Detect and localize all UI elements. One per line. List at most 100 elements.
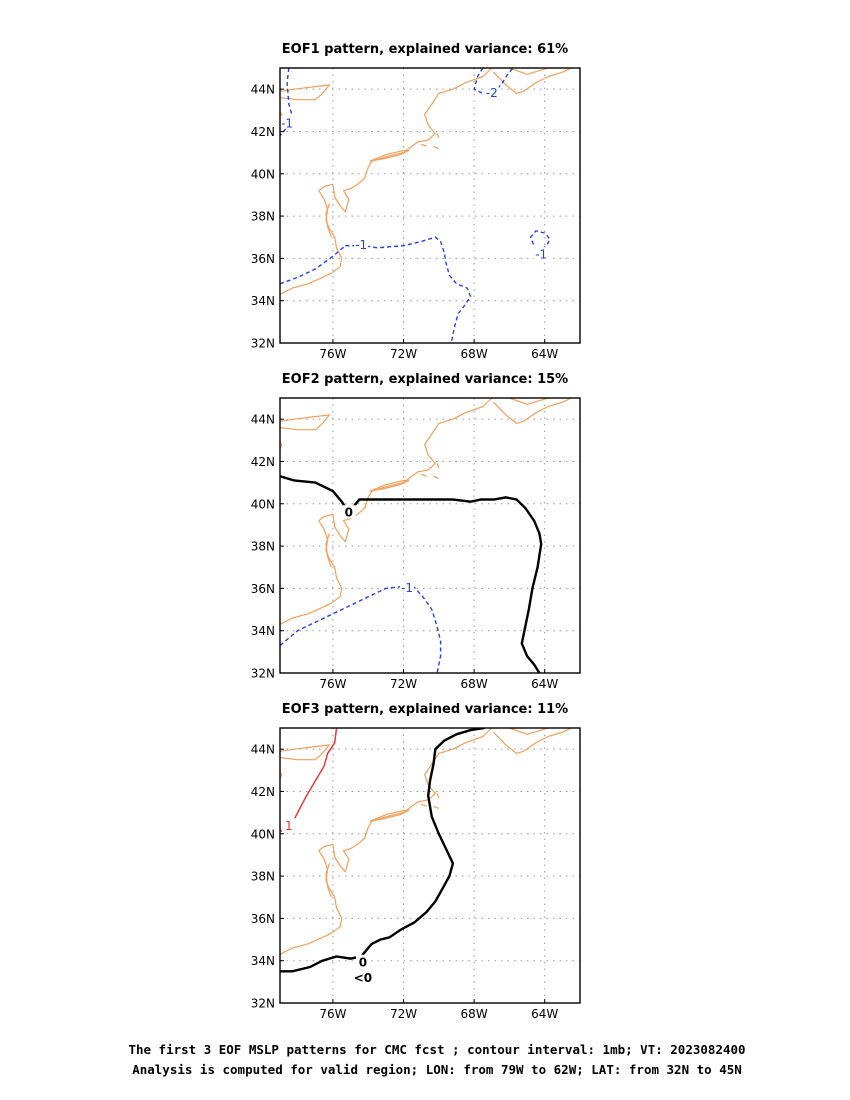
contour-label: -2 <box>486 86 498 100</box>
contour-label: 1 <box>285 819 293 833</box>
contour-line <box>280 68 294 137</box>
y-tick-label: 40N <box>251 827 275 841</box>
contour-label-bg <box>341 505 356 519</box>
map-area: 0 -1 <box>280 398 580 673</box>
coastline <box>420 143 427 147</box>
coastline <box>493 68 572 95</box>
y-tick-label: 40N <box>251 497 275 511</box>
footer-line-1: The first 3 EOF MSLP patterns for CMC fc… <box>128 1042 745 1057</box>
coastline <box>433 805 440 809</box>
coastline <box>280 84 330 101</box>
x-tick-label: 64W <box>531 677 558 691</box>
coastline <box>325 863 332 898</box>
coastline <box>436 463 440 469</box>
y-tick-label: 32N <box>251 337 275 351</box>
eof2-title: EOF2 pattern, explained variance: 15% <box>282 372 568 387</box>
contour-line <box>280 245 346 285</box>
contour-label: 0 <box>359 955 367 969</box>
eof3-panel: EOF3 pattern, explained variance: 11% 0 1… <box>251 702 581 1021</box>
contour-label-bg <box>484 85 499 99</box>
contour-label-bg <box>534 247 549 261</box>
coastline <box>369 809 410 822</box>
contour-line <box>345 236 472 343</box>
y-tick-label: 36N <box>251 912 275 926</box>
x-tick-label: 64W <box>531 347 558 361</box>
x-tick-label: 72W <box>390 1007 417 1021</box>
x-tick-label: 76W <box>319 677 346 691</box>
map-frame <box>279 397 581 674</box>
coastline <box>436 793 440 799</box>
y-tick-label: 38N <box>251 210 275 224</box>
contour-label-bg <box>355 954 370 968</box>
contour-line <box>280 728 485 973</box>
footer-line-2: Analysis is computed for valid region; L… <box>132 1062 742 1077</box>
coastline <box>369 479 410 492</box>
coastline <box>433 475 440 479</box>
map-frame <box>279 727 581 1004</box>
coastline <box>493 398 572 424</box>
y-tick-label: 44N <box>251 413 275 427</box>
contour-label: -1 <box>401 581 413 595</box>
coastline <box>436 133 440 139</box>
y-tick-label: 38N <box>251 540 275 554</box>
y-tick-label: 44N <box>251 743 275 757</box>
y-tick-label: 34N <box>251 624 275 638</box>
contour-label-bg <box>400 580 415 594</box>
map-area: 0 1 <0 <box>280 728 580 1003</box>
eof2-panel: EOF2 pattern, explained variance: 15% 0 -… <box>251 372 581 691</box>
eof1-panel: EOF1 pattern, explained variance: 61% -1… <box>251 42 581 361</box>
x-tick-label: 76W <box>319 1007 346 1021</box>
contour-label: -1 <box>355 238 367 252</box>
coastline <box>280 68 493 295</box>
coastline <box>280 398 493 625</box>
contour-label: -1 <box>281 117 293 131</box>
y-tick-label: 42N <box>251 125 275 139</box>
x-tick-label: 72W <box>390 347 417 361</box>
contour-label: <0 <box>354 971 372 985</box>
x-tick-label: 72W <box>390 677 417 691</box>
coastline <box>325 533 332 568</box>
coastline <box>280 728 493 955</box>
contour-label-bg <box>280 116 295 129</box>
contour-label-bg <box>354 237 369 251</box>
coastline <box>325 203 332 238</box>
y-tick-label: 32N <box>251 667 275 681</box>
y-tick-label: 40N <box>251 167 275 181</box>
eof3-title: EOF3 pattern, explained variance: 11% <box>282 702 568 717</box>
coastline <box>369 149 410 162</box>
y-tick-label: 36N <box>251 582 275 596</box>
coastline <box>433 145 440 149</box>
y-tick-label: 44N <box>251 83 275 97</box>
y-tick-label: 34N <box>251 294 275 308</box>
contour-line <box>280 728 338 833</box>
x-tick-label: 76W <box>319 347 346 361</box>
contour-label: 0 <box>345 506 353 520</box>
coastline <box>509 398 549 405</box>
x-tick-label: 64W <box>531 1007 558 1021</box>
map-frame <box>279 67 581 344</box>
y-tick-label: 36N <box>251 252 275 266</box>
coastline <box>280 744 330 761</box>
coastline <box>509 728 549 735</box>
coastline <box>420 803 427 807</box>
coastline <box>280 414 330 431</box>
contour-label: -1 <box>535 248 547 262</box>
contour-line <box>280 475 543 673</box>
y-tick-label: 34N <box>251 954 275 968</box>
contour-line <box>280 585 442 673</box>
x-tick-label: 68W <box>461 347 488 361</box>
coastline <box>420 473 427 477</box>
y-tick-label: 38N <box>251 870 275 884</box>
coastline <box>509 68 549 75</box>
y-tick-label: 42N <box>251 455 275 469</box>
contour-line <box>473 68 514 95</box>
coastline <box>493 728 572 755</box>
x-tick-label: 68W <box>461 1007 488 1021</box>
eof1-title: EOF1 pattern, explained variance: 61% <box>282 42 568 57</box>
y-tick-label: 42N <box>251 785 275 799</box>
y-tick-label: 32N <box>251 997 275 1011</box>
map-area: -1 -1 -1 -2 <box>280 68 580 343</box>
contour-label-bg <box>281 818 296 832</box>
x-tick-label: 68W <box>461 677 488 691</box>
